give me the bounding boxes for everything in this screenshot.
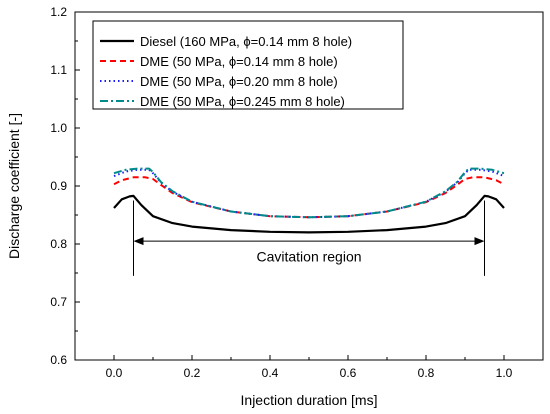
cavitation-annotation: Cavitation region [133,200,485,276]
series-layer [113,167,505,234]
legend-label-3: DME (50 MPa, ϕ=0.20 mm 8 hole) [140,74,338,89]
legend-label-1: Diesel (160 MPa, ϕ=0.14 mm 8 hole) [140,34,352,49]
annotation-arrowhead-left [133,237,144,246]
series-line-2 [113,176,505,219]
legend-box [92,20,404,110]
y-tick-label: 0.8 [50,237,67,251]
legend: Diesel (160 MPa, ϕ=0.14 mm 8 hole) DME (5… [92,20,404,110]
y-tick-label: 1.2 [50,5,67,19]
series-line-1 [113,194,505,234]
y-axis-title: Discharge coefficient [-] [6,113,22,259]
annotation-arrowhead-right [474,237,485,246]
series-line-4 [113,167,505,219]
x-tick-label: 0.8 [418,366,435,380]
annotation-label: Cavitation region [256,248,361,264]
y-tick-label: 0.6 [50,353,67,367]
x-tick-label: 0.0 [106,366,123,380]
x-tick-label: 1.0 [496,366,513,380]
legend-label-2: DME (50 MPa, ϕ=0.14 mm 8 hole) [140,54,338,69]
y-tick-label: 1.1 [50,63,67,77]
x-axis-title: Injection duration [ms] [241,392,378,408]
y-axis-ticks: 0.6 0.7 0.8 0.9 1.0 1.1 1.2 [50,5,80,367]
legend-items: Diesel (160 MPa, ϕ=0.14 mm 8 hole) DME (5… [100,34,352,109]
x-tick-label: 0.2 [184,366,201,380]
y-tick-label: 0.7 [50,295,67,309]
y-tick-label: 0.9 [50,179,67,193]
x-tick-label: 0.4 [262,366,279,380]
x-tick-label: 0.6 [340,366,357,380]
x-axis-ticks: 0.0 0.2 0.4 0.6 0.8 1.0 [74,355,544,380]
y-tick-label: 1.0 [50,121,67,135]
legend-label-4: DME (50 MPa, ϕ=0.245 mm 8 hole) [140,94,345,109]
